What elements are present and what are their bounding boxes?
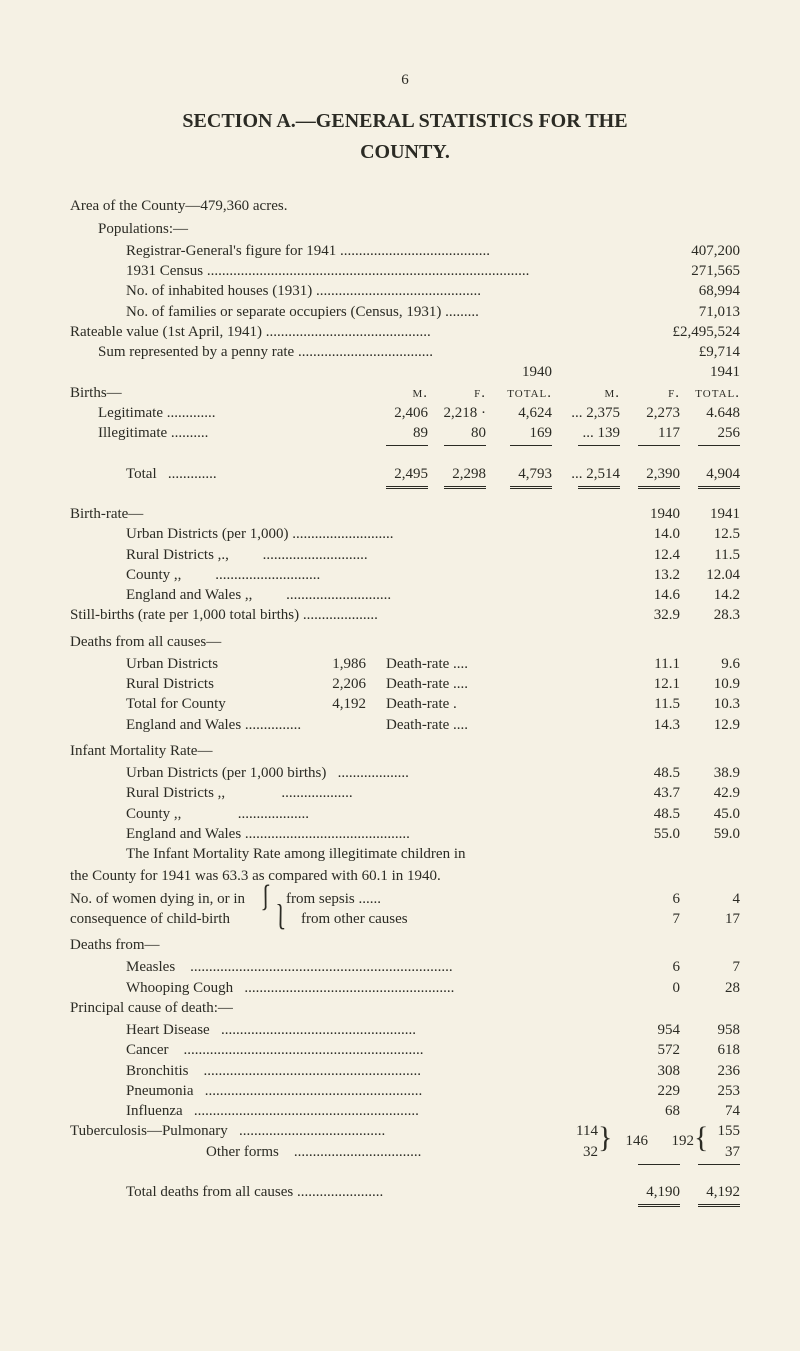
families-value: 71,013 [660,302,740,322]
col-total-1940: total. [486,383,552,403]
row-d-urban: Urban Districts 1,986 Death-rate .... 11… [126,654,740,674]
col-total-1941: total. [680,383,740,403]
rateable-value: £2,495,524 [660,322,740,342]
census-label: 1931 Census ............................… [126,261,660,281]
tb-37: 37 [708,1142,740,1162]
row-pneumonia: Pneumonia ..............................… [126,1081,740,1101]
tb-155: 155 [708,1121,740,1141]
col-1940: 1940 [486,362,552,382]
col-f-1940: f. [428,383,486,403]
inhabited-value: 68,994 [660,281,740,301]
row-cancer: Cancer .................................… [126,1040,740,1060]
row-im-urban: Urban Districts (per 1,000 births) .....… [126,763,740,783]
row-registrar: Registrar-General's figure for 1941 ....… [126,241,740,261]
total-deaths-1940: 4,190 [620,1182,680,1202]
col-m-1941: m. [552,383,620,403]
birthrate-year-header: Birth-rate— 1940 1941 [70,504,740,524]
row-im-rural: Rural Districts ,, ................... 4… [126,783,740,803]
families-label: No. of families or separate occupiers (C… [126,302,660,322]
infant-note-1: The Infant Mortality Rate among illegiti… [126,844,740,864]
total-deaths-1941: 4,192 [680,1182,740,1202]
row-measles: Measles ................................… [126,957,740,977]
row-bronchitis: Bronchitis .............................… [126,1061,740,1081]
col-m: m. [368,383,428,403]
registrar-label: Registrar-General's figure for 1941 ....… [126,241,660,261]
row-families: No. of families or separate occupiers (C… [126,302,740,322]
registrar-value: 407,200 [660,241,740,261]
rule-row-2 [98,484,740,504]
inhabited-label: No. of inhabited houses (1931) .........… [126,281,660,301]
tb-192: 192 [672,1131,695,1151]
row-im-engwales: England and Wales ......................… [126,824,740,844]
row-br-rural: Rural Districts ,., ....................… [126,545,740,565]
row-heart: Heart Disease ..........................… [126,1020,740,1040]
census-value: 271,565 [660,261,740,281]
col-f-1941: f. [620,383,680,403]
row-total-deaths: Total deaths from all causes ...........… [126,1182,740,1202]
section-title-line1: SECTION A.—GENERAL STATISTICS FOR THE [70,108,740,135]
row-women-1: No. of women dying in, or in ⎰ from seps… [70,889,740,909]
rule-row-3 [70,1162,740,1182]
row-d-engwales: England and Wales ............... Death-… [126,715,740,735]
infant-mortality-header: Infant Mortality Rate— [70,741,740,761]
page-number: 6 [70,70,740,90]
row-influenza: Influenza ..............................… [126,1101,740,1121]
row-census: 1931 Census ............................… [126,261,740,281]
tb-other-label: Other forms [206,1144,279,1160]
row-inhabited: No. of inhabited houses (1931) .........… [126,281,740,301]
penny-label: Sum represented by a penny rate ........… [98,342,660,362]
section-title-line2: COUNTY. [70,139,740,166]
deaths-header: Deaths from all causes— [70,632,740,652]
principal-cause-header: Principal cause of death:— [70,998,740,1018]
brace-close-icon: ⎱ [267,912,293,926]
col-1941: 1941 [680,362,740,382]
deaths-from-header: Deaths from— [70,935,740,955]
row-d-rural: Rural Districts 2,206 Death-rate .... 12… [126,674,740,694]
tb-32: 32 [560,1142,598,1162]
row-whooping: Whooping Cough .........................… [126,978,740,998]
row-legitimate: Legitimate ............. 2,406 2,218 · 4… [98,403,740,423]
area-line: Area of the County—479,360 acres. [70,196,740,216]
total-deaths-label: Total deaths from all causes ...........… [126,1182,620,1202]
tb-146: 146 [626,1131,649,1151]
row-illegitimate: Illegitimate .......... 89 80 169 ... 13… [98,423,740,443]
brace-right-icon: } [598,1123,612,1153]
year-1940: 1940 [620,504,680,524]
row-im-county: County ,, ................... 48.5 45.0 [126,804,740,824]
rule-row-1 [98,443,740,463]
births-label: Births— [70,383,368,403]
birthrate-header: Birth-rate— [70,504,620,524]
row-women-2: consequence of child-birth ⎱ from other … [70,909,740,929]
rule-row-4 [70,1202,740,1222]
populations-label: Populations:— [98,219,740,239]
year-header-row: 1940 1941 [70,362,740,382]
births-header-row: Births— m. f. total. m. f. total. [70,383,740,403]
penny-value: £9,714 [660,342,740,362]
row-br-urban: Urban Districts (per 1,000) ............… [126,524,740,544]
row-d-county: Total for County 4,192 Death-rate . 11.5… [126,694,740,714]
row-stillbirths: Still-births (rate per 1,000 total birth… [70,605,740,625]
year-1941: 1941 [680,504,740,524]
brace-left-icon: { [694,1123,708,1153]
row-tuberculosis: Tuberculosis—Pulmonary .................… [70,1121,740,1162]
rateable-label: Rateable value (1st April, 1941) .......… [70,322,660,342]
row-br-county: County ,, ............................ 1… [126,565,740,585]
row-total-births: Total ............. 2,495 2,298 4,793 ..… [126,464,740,484]
infant-note-2: the County for 1941 was 63.3 as compared… [70,866,740,886]
row-rateable: Rateable value (1st April, 1941) .......… [70,322,740,342]
tb-114: 114 [560,1121,598,1141]
tb-pulmonary-label: Tuberculosis—Pulmonary [70,1123,228,1139]
row-penny: Sum represented by a penny rate ........… [98,342,740,362]
row-br-engwales: England and Wales ,, ...................… [126,585,740,605]
